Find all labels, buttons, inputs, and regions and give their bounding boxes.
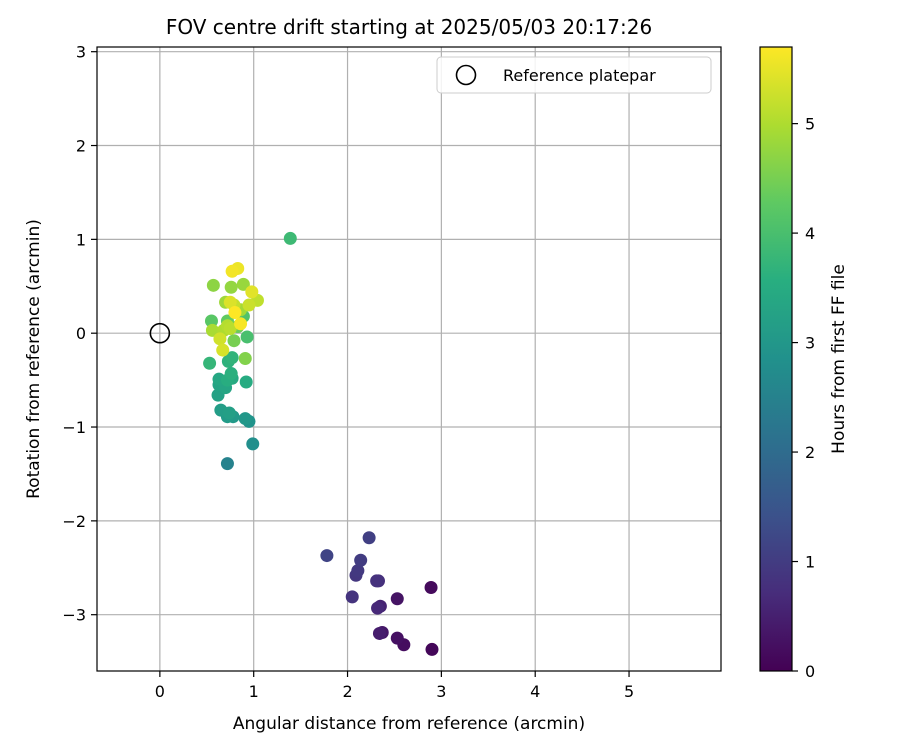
y-tick-label: −1 (62, 418, 86, 437)
plot-frame (96, 46, 722, 672)
data-point (220, 457, 234, 471)
chart-title: FOV centre drift starting at 2025/05/03 … (166, 15, 652, 39)
grid (97, 47, 721, 671)
colorbar-tick-label: 0 (805, 662, 815, 681)
data-point (223, 295, 237, 309)
data-point (424, 580, 438, 594)
data-point (204, 314, 218, 328)
data-point (345, 590, 359, 604)
data-point (238, 352, 252, 366)
y-tick-label: 3 (76, 43, 86, 62)
colorbar-gradient (760, 47, 792, 671)
data-point (245, 285, 259, 299)
colorbar-tick-label: 1 (805, 553, 815, 572)
data-point (225, 264, 239, 278)
data-point (371, 601, 385, 615)
data-point (320, 549, 334, 563)
colorbar-ticks: 0 1 2 3 4 5 (792, 115, 815, 681)
data-point (351, 564, 365, 578)
data-point (203, 356, 217, 370)
data-point (224, 280, 238, 294)
x-tick-label: 0 (155, 682, 165, 701)
reference-platepar-marker (149, 322, 171, 344)
legend-box (436, 56, 712, 94)
data-point (283, 231, 297, 245)
data-point (240, 330, 254, 344)
data-point (222, 406, 236, 420)
data-point (206, 278, 220, 292)
colorbar-tick-label: 3 (805, 334, 815, 353)
data-point (213, 332, 227, 346)
colorbar: 0 1 2 3 4 5 Hours from first FF file (759, 46, 849, 681)
data-point (370, 574, 384, 588)
colorbar-tick-label: 4 (805, 224, 815, 243)
legend: Reference platepar (436, 56, 712, 94)
data-point (227, 334, 241, 348)
x-tick-label: 2 (342, 682, 352, 701)
legend-label: Reference platepar (503, 66, 656, 85)
y-tick-label: −3 (62, 606, 86, 625)
x-axis-label: Angular distance from reference (arcmin) (233, 714, 585, 734)
x-tick-label: 5 (624, 682, 634, 701)
data-point (238, 412, 252, 426)
data-point (362, 531, 376, 545)
data-point (372, 626, 386, 640)
colorbar-tick-label: 5 (805, 115, 815, 134)
data-point (246, 437, 260, 451)
data-point (228, 306, 242, 320)
y-axis-label: Rotation from reference (arcmin) (24, 219, 44, 499)
y-tick-label: −2 (62, 512, 86, 531)
y-axis-ticks: −3 −2 −1 0 1 2 3 (62, 43, 97, 625)
x-axis-ticks: 0 1 2 3 4 5 (155, 671, 634, 701)
x-tick-label: 4 (530, 682, 540, 701)
data-point (354, 553, 368, 567)
data-point (390, 631, 404, 645)
legend-marker-open-circle (455, 64, 477, 86)
colorbar-frame (759, 46, 793, 672)
data-point (205, 323, 219, 337)
data-point (224, 367, 238, 381)
y-tick-label: 1 (76, 230, 86, 249)
data-point (216, 343, 230, 357)
data-point (425, 642, 439, 656)
x-tick-label: 3 (436, 682, 446, 701)
data-point (223, 322, 237, 336)
plot-area (97, 47, 721, 671)
colorbar-tick-label: 2 (805, 443, 815, 462)
data-point (234, 317, 248, 331)
y-tick-label: 2 (76, 137, 86, 156)
data-point (242, 298, 256, 312)
x-tick-label: 1 (249, 682, 259, 701)
data-point (239, 375, 253, 389)
data-point (390, 592, 404, 606)
y-tick-label: 0 (76, 324, 86, 343)
data-point (225, 351, 239, 365)
data-point (236, 277, 250, 291)
colorbar-label: Hours from first FF file (829, 264, 849, 454)
scatter-points (203, 231, 439, 656)
